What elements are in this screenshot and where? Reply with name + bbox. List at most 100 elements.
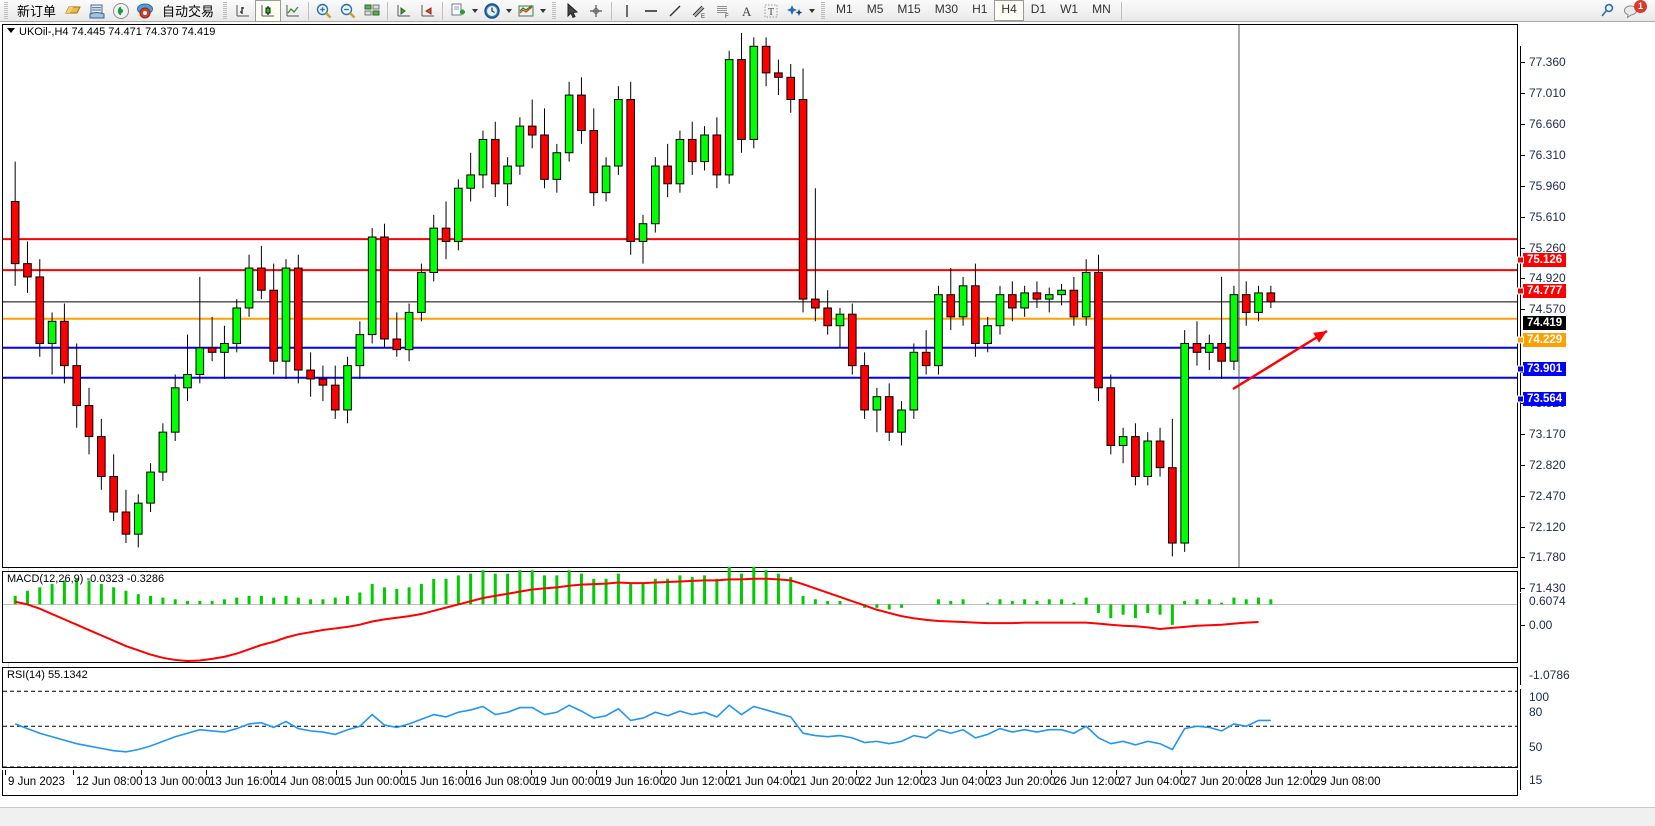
- toolbar-grip-4[interactable]: [821, 1, 826, 20]
- level-handle[interactable]: [1517, 256, 1524, 264]
- price-tick: 72.120: [1521, 520, 1566, 534]
- auto-trading-label: 自动交易: [162, 4, 215, 19]
- cursor-icon[interactable]: [560, 1, 584, 21]
- add-indicator-icon[interactable]: [446, 1, 470, 21]
- status-bar: [0, 807, 1655, 826]
- timeframe-m5[interactable]: M5: [866, 2, 884, 16]
- time-label: 20 Jun 12:00: [664, 776, 731, 788]
- text-label-icon[interactable]: A: [735, 1, 759, 21]
- level-handle[interactable]: [1517, 336, 1524, 344]
- crosshair-icon[interactable]: [584, 1, 608, 21]
- auto-scroll-icon[interactable]: [415, 1, 439, 21]
- timeframe-mn[interactable]: MN: [1092, 2, 1111, 16]
- bar-chart-icon[interactable]: [231, 1, 255, 21]
- time-tick: [1181, 770, 1182, 775]
- folder-icon[interactable]: [61, 1, 85, 21]
- level-tag-resistance-lower[interactable]: 74.777: [1517, 284, 1567, 299]
- toolbar-separator: [308, 1, 310, 20]
- time-label: 15 Jun 16:00: [404, 776, 471, 788]
- svg-text:F: F: [725, 14, 729, 20]
- time-label: 14 Jun 08:00: [274, 776, 341, 788]
- broadcast-icon[interactable]: [109, 1, 133, 21]
- time-tick: [986, 770, 987, 775]
- price-scale[interactable]: 77.360 77.010 76.660 76.310 75.960 75.610 75.2…: [1517, 46, 1655, 595]
- chart-shift-icon[interactable]: [391, 1, 415, 21]
- price-tick: 74.570: [1521, 302, 1566, 316]
- chat-notification-icon[interactable]: 1: [1619, 0, 1649, 21]
- level-handle[interactable]: [1517, 395, 1524, 403]
- time-label: 13 Jun 00:00: [144, 776, 211, 788]
- templates-icon[interactable]: [514, 1, 538, 21]
- time-axis[interactable]: 9 Jun 2023 12 Jun 08:00 13 Jun 00:00 13 Jun…: [2, 770, 1518, 796]
- rsi-pane[interactable]: RSI(14) 55.1342: [2, 667, 1518, 768]
- macd-scale[interactable]: 0.6074 0.00 -1.0786: [1520, 593, 1655, 685]
- zoom-in-icon[interactable]: [312, 1, 336, 21]
- add-indicator-dropdown-caret[interactable]: [472, 8, 479, 13]
- fibonacci-icon[interactable]: F: [711, 1, 735, 21]
- level-tag-resistance-upper[interactable]: 75.126: [1517, 253, 1567, 268]
- macd-title-label: MACD(12,26,9) -0.0323 -0.3286: [7, 573, 165, 585]
- period-dropdown-caret[interactable]: [506, 8, 513, 13]
- timeframe-h4[interactable]: H4: [994, 0, 1024, 21]
- timeframe-m30[interactable]: M30: [934, 2, 959, 16]
- timeframe-w1[interactable]: W1: [1060, 2, 1079, 16]
- price-tick: 75.610: [1521, 210, 1566, 224]
- time-label: 29 Jun 08:00: [1314, 776, 1381, 788]
- data-window-icon[interactable]: [360, 1, 384, 21]
- auto-trading-button[interactable]: 自动交易: [157, 1, 219, 21]
- toolbar-separator-2: [387, 1, 389, 20]
- time-tick: [1246, 770, 1247, 775]
- time-tick: [921, 770, 922, 775]
- new-order-button[interactable]: 新订单: [12, 1, 61, 21]
- time-label: 15 Jun 00:00: [339, 776, 406, 788]
- equidistant-channel-icon[interactable]: E: [687, 1, 711, 21]
- toolbar-grip-2[interactable]: [223, 1, 228, 20]
- time-tick: [466, 770, 467, 775]
- horizontal-line-icon[interactable]: [639, 1, 663, 21]
- price-pane[interactable]: UKOil-,H4 74.445 74.471 74.370 74.419: [2, 24, 1518, 568]
- macd-pane[interactable]: MACD(12,26,9) -0.0323 -0.3286: [2, 566, 1518, 663]
- timeframe-m1[interactable]: M1: [836, 2, 853, 16]
- time-tick: [1051, 770, 1052, 775]
- search-icon[interactable]: [1595, 1, 1619, 21]
- period-icon[interactable]: [480, 1, 504, 21]
- level-handle[interactable]: [1517, 365, 1524, 373]
- symbol-caret-icon[interactable]: [7, 28, 15, 33]
- toolbar-separator-3: [442, 1, 444, 20]
- chart-area[interactable]: UKOil-,H4 74.445 74.471 74.370 74.419 MA…: [0, 22, 1655, 826]
- templates-dropdown-caret[interactable]: [540, 8, 547, 13]
- print-icon[interactable]: [85, 1, 109, 21]
- toolbar-grip-3[interactable]: [552, 1, 557, 20]
- candlestick-chart-icon[interactable]: [255, 0, 282, 22]
- time-tick: [271, 770, 272, 775]
- zoom-out-icon[interactable]: [336, 1, 360, 21]
- svg-text:T: T: [768, 7, 774, 18]
- time-label: 21 Jun 20:00: [794, 776, 861, 788]
- objects-dropdown-caret[interactable]: [809, 8, 816, 13]
- objects-icon[interactable]: [783, 1, 807, 21]
- price-tick: 72.470: [1521, 489, 1566, 503]
- level-tag-pivot[interactable]: 74.229: [1517, 332, 1567, 347]
- symbol-ohlc-label: UKOil-,H4 74.445 74.471 74.370 74.419: [19, 26, 216, 38]
- timeframe-m15[interactable]: M15: [897, 2, 921, 16]
- time-tick: [791, 770, 792, 775]
- symbol-title-bar: UKOil-,H4 74.445 74.471 74.370 74.419: [7, 26, 215, 38]
- line-chart-icon[interactable]: [281, 1, 305, 21]
- level-tag-support-lower[interactable]: 73.564: [1517, 391, 1567, 406]
- rsi-tick: 15: [1529, 773, 1543, 787]
- rsi-scale[interactable]: 100 80 50 15: [1520, 689, 1655, 790]
- timeframe-d1[interactable]: D1: [1030, 2, 1047, 16]
- time-tick: [73, 770, 74, 775]
- level-handle[interactable]: [1517, 287, 1524, 295]
- time-label: 16 Jun 08:00: [469, 776, 536, 788]
- text-icon[interactable]: T: [759, 1, 783, 21]
- expert-advisor-icon[interactable]: [133, 1, 157, 21]
- time-label: 26 Jun 12:00: [1054, 776, 1121, 788]
- level-tag-support-upper[interactable]: 73.901: [1517, 361, 1567, 376]
- timeframe-h1[interactable]: H1: [972, 2, 988, 16]
- toolbar-grip[interactable]: [4, 1, 8, 20]
- trendline-icon[interactable]: [663, 1, 687, 21]
- time-tick: [1311, 770, 1312, 775]
- vertical-line-icon[interactable]: [615, 1, 639, 21]
- level-tag-last-price[interactable]: 74.419: [1523, 315, 1567, 330]
